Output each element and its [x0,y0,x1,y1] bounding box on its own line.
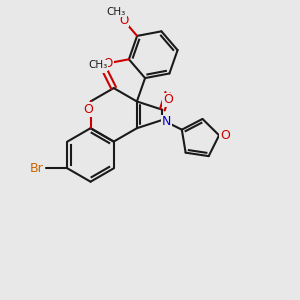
Text: O: O [97,60,107,73]
Text: CH₃: CH₃ [88,60,107,70]
Text: O: O [119,14,128,27]
Text: CH₃: CH₃ [107,7,126,17]
Text: O: O [163,93,173,106]
Text: O: O [84,103,94,116]
Text: Br: Br [30,162,44,175]
Text: O: O [104,57,113,70]
Text: O: O [220,129,230,142]
Text: N: N [162,116,171,128]
